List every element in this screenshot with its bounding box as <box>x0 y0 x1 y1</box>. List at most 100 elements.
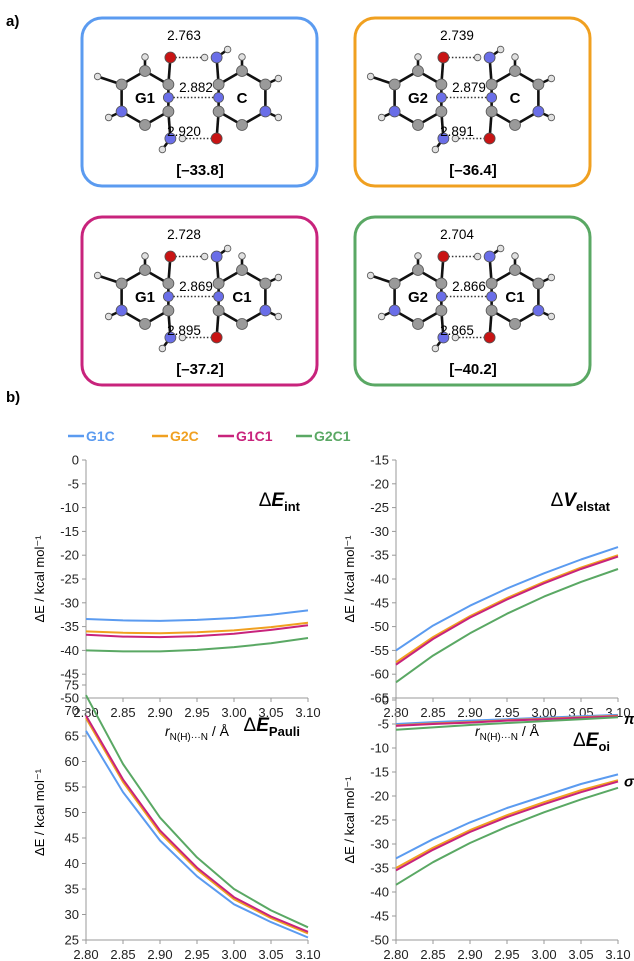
y-tick-label: -45 <box>370 595 389 610</box>
hydrogen-atom <box>377 113 386 122</box>
y-tick-label: -55 <box>370 643 389 658</box>
carbon-atom <box>435 105 448 118</box>
series-line-g2c1 <box>395 568 619 684</box>
nitrogen-atom <box>162 291 174 302</box>
hydrogen-atom <box>414 252 422 260</box>
hydrogen-atom <box>141 252 149 260</box>
x-tick-label: 3.00 <box>531 705 556 720</box>
y-tick-label: 70 <box>65 703 79 718</box>
x-tick-label: 3.10 <box>295 705 320 720</box>
hydrogen-atom <box>104 113 113 122</box>
carbon-atom <box>236 65 248 77</box>
y-tick-label: 40 <box>65 856 79 871</box>
hydrogen-atom <box>93 72 102 81</box>
carbon-atom <box>259 277 272 290</box>
hydrogen-atom <box>178 333 187 342</box>
nitrogen-atom <box>162 92 174 103</box>
x-tick-label: 2.90 <box>147 705 172 720</box>
interaction-energy: [–37.2] <box>176 361 224 378</box>
y-tick-label: 55 <box>65 780 79 795</box>
y-tick-label: -35 <box>370 548 389 563</box>
oxygen-atom <box>164 250 177 263</box>
series-line-g1c <box>85 730 309 939</box>
panel-label-b: b) <box>6 389 20 406</box>
chart-2: 75 70 65 60 55 50 45 40 35 30 252.80 2.85 2.90 2.95 3.… <box>32 678 321 961</box>
legend: G1C G2C G1C1 G2C1 <box>68 428 351 444</box>
nitrogen-atom <box>115 105 128 118</box>
hbond-distance: 2.704 <box>440 227 474 242</box>
hydrogen-atom <box>414 53 422 61</box>
y-tick-label: 75 <box>65 678 79 693</box>
series-line-g2c <box>395 554 619 664</box>
carbon-atom <box>162 105 175 118</box>
base-label-left: G2 <box>408 289 428 306</box>
carbon-atom <box>139 65 151 77</box>
nitrogen-atom <box>213 291 225 302</box>
structure-g1-c: G1 C 2.763 2.882 2.920 [–33.8] <box>80 16 319 188</box>
carbon-atom <box>509 318 521 330</box>
series-line-g1c1 <box>395 715 619 727</box>
series-line-g1c1 <box>395 780 619 872</box>
carbon-atom <box>388 277 401 290</box>
y-tick-label: -50 <box>370 619 389 634</box>
carbon-atom <box>485 105 498 118</box>
x-tick-label: 2.90 <box>147 947 172 961</box>
carbon-atom <box>162 78 175 91</box>
hydrogen-atom <box>274 113 283 122</box>
chart-3: 0 -5 -10 -15 -20 -25 -30 -35 -40 -45 -502.80 2.85 2.… <box>342 693 634 961</box>
y-tick-label: -25 <box>60 572 79 587</box>
hydrogen-atom <box>366 271 375 280</box>
oxygen-atom <box>164 51 177 64</box>
series-line-g2c <box>85 621 309 635</box>
oxygen-atom <box>483 331 496 344</box>
chart-1: -15-20-25-30-35-40-45-50-55-60-652.80 2.8… <box>342 453 631 744</box>
carbon-atom <box>115 78 128 91</box>
panel-label-a: a) <box>6 13 19 30</box>
y-tick-label: -20 <box>370 476 389 491</box>
series-line-g2c1 <box>395 786 619 886</box>
carbon-atom <box>212 304 225 317</box>
carbon-atom <box>435 277 448 290</box>
x-tick-label: 2.95 <box>494 705 519 720</box>
x-tick-label: 2.85 <box>110 947 135 961</box>
structure-frame <box>353 215 592 387</box>
series-line-g1c1 <box>85 715 309 933</box>
x-tick-label: 3.10 <box>605 947 630 961</box>
nitrogen-atom <box>483 250 496 263</box>
hydrogen-atom <box>431 145 440 154</box>
hbond-distance: 2.869 <box>179 279 213 294</box>
y-tick-label: 60 <box>65 754 79 769</box>
x-tick-label: 3.05 <box>568 947 593 961</box>
y-tick-label: -45 <box>370 909 389 924</box>
x-tick-label: 3.05 <box>258 947 283 961</box>
carbon-atom <box>162 304 175 317</box>
y-tick-label: 45 <box>65 831 79 846</box>
hbond-distance: 2.882 <box>179 80 213 95</box>
series-line-g1c <box>395 773 619 860</box>
oxygen-atom <box>437 250 450 263</box>
hydrogen-atom <box>200 53 209 62</box>
carbon-atom <box>212 105 225 118</box>
y-tick-label: -50 <box>370 933 389 948</box>
series-line-g1c1 <box>395 555 619 666</box>
nitrogen-atom <box>210 51 223 64</box>
y-tick-label: -60 <box>370 667 389 682</box>
x-tick-label: 3.00 <box>221 705 246 720</box>
nitrogen-atom <box>532 304 545 317</box>
y-tick-label: -45 <box>60 667 79 682</box>
series-line-g2c <box>395 779 619 869</box>
y-tick-label: -20 <box>370 789 389 804</box>
carbon-atom <box>509 65 521 77</box>
hydrogen-atom <box>451 134 460 143</box>
hydrogen-atom <box>223 244 232 253</box>
carbon-atom <box>212 277 225 290</box>
x-tick-label: 3.10 <box>295 947 320 961</box>
charts-panel: 0-5-10-15-20-25-30-35-40-45-502.80 2.85 2.… <box>32 453 634 961</box>
hydrogen-atom <box>158 145 167 154</box>
chart-title: ΔVelstat <box>551 490 611 514</box>
hydrogen-atom <box>547 312 556 321</box>
hydrogen-atom <box>200 252 209 261</box>
carbon-atom <box>236 119 248 131</box>
hydrogen-atom <box>366 72 375 81</box>
hbond-distance: 2.866 <box>452 279 486 294</box>
